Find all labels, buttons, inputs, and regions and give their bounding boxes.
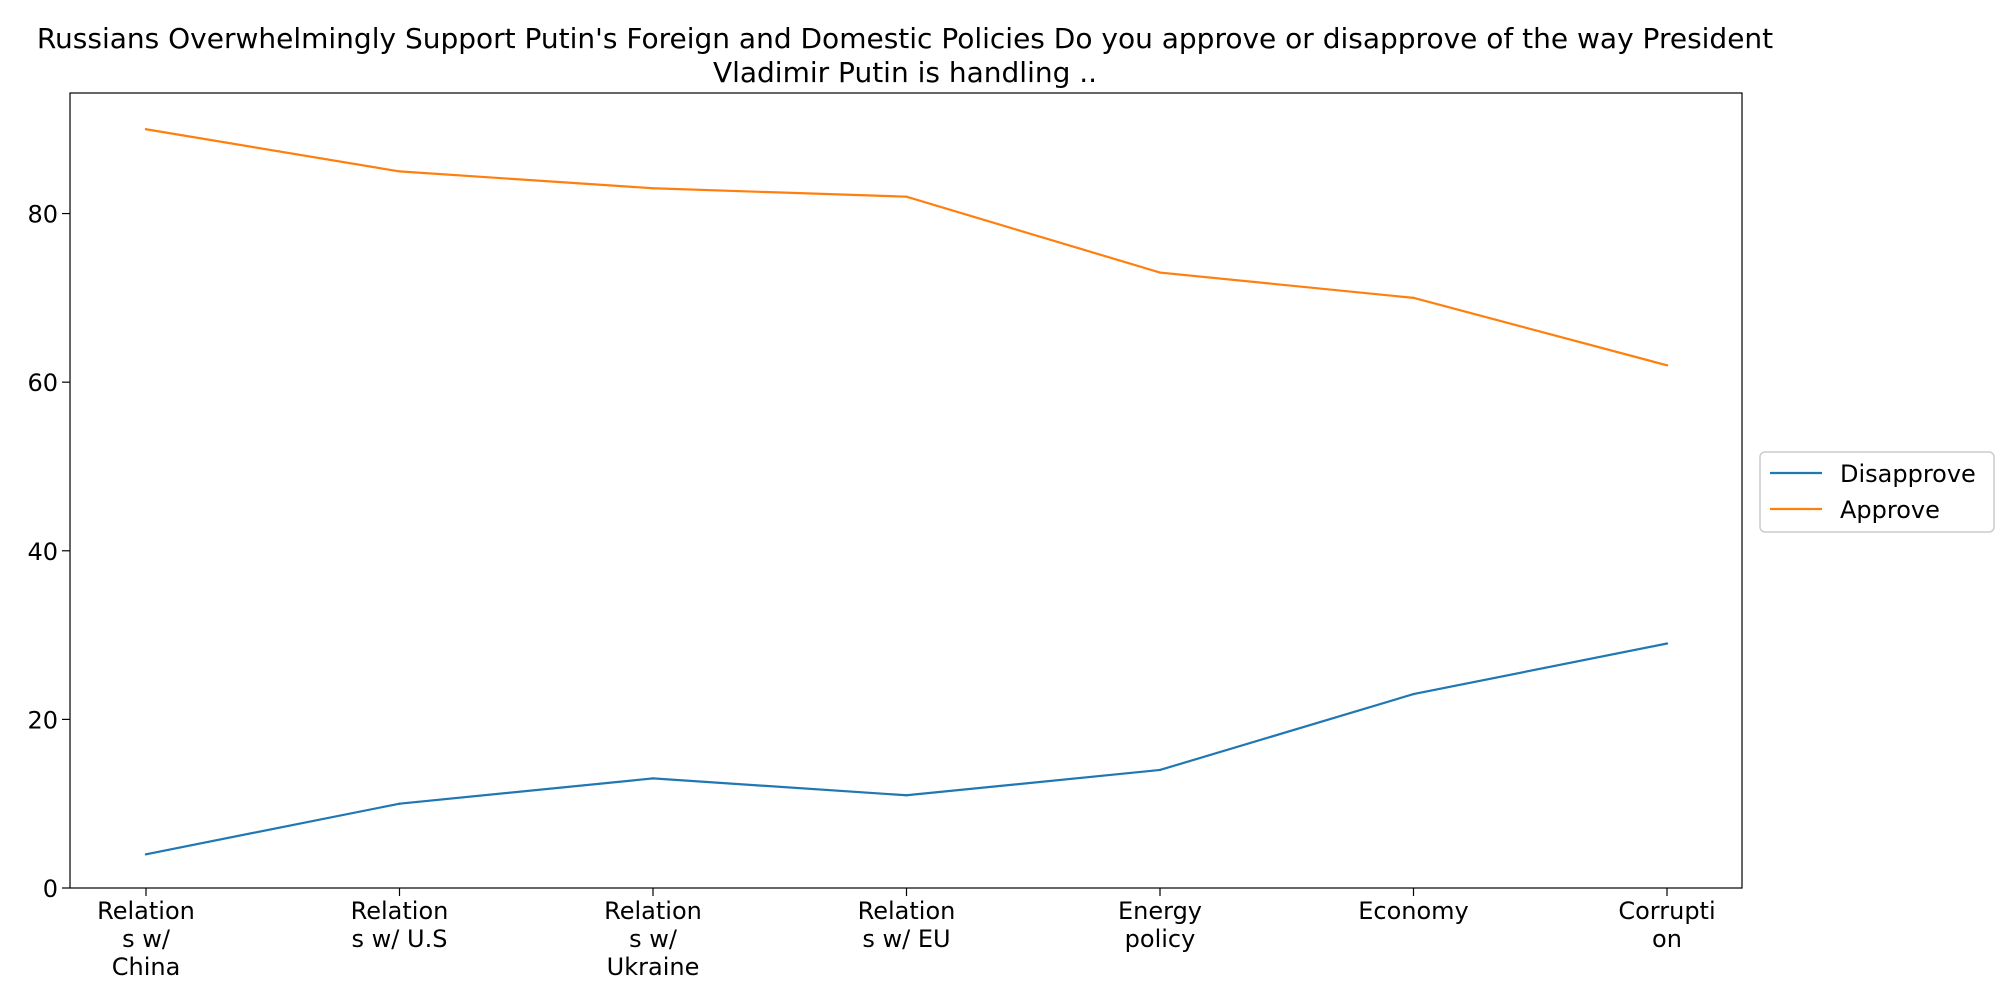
x-tick-label-line: s w/ EU <box>862 925 950 953</box>
data-point-disapprove <box>1158 768 1162 772</box>
x-tick-label: Energy policy <box>1118 897 1202 953</box>
x-tick-label-line: Economy <box>1358 897 1469 925</box>
data-point-approve <box>1158 271 1162 274</box>
x-tick-label: Economy <box>1358 897 1469 925</box>
y-axis: 0 20 40 60 80 <box>27 201 70 903</box>
x-tick-label-line: Corrupti <box>1618 897 1715 925</box>
x-tick-label-line: s w/ <box>629 925 678 953</box>
x-tick-label-line: Relation <box>604 897 702 925</box>
x-tick-label: Relation s w/ EU <box>858 897 956 953</box>
x-tick-label-line: on <box>1652 925 1682 953</box>
legend: Disapprove Approve <box>1759 451 1995 533</box>
chart-title-line: Russians Overwhelmingly Support Putin's … <box>37 22 1773 55</box>
data-point-disapprove <box>651 777 655 780</box>
x-tick-label-line: policy <box>1125 925 1196 953</box>
data-point-approve <box>398 170 401 173</box>
data-point-disapprove <box>905 794 908 797</box>
chart-title-line: Vladimir Putin is handling .. <box>713 56 1097 89</box>
x-tick-label: Relation s w/China <box>97 897 195 981</box>
x-tick-label-line: Ukraine <box>607 953 700 981</box>
legend-label: Approve <box>1840 496 1940 524</box>
x-tick-label: Corrupti on <box>1618 897 1715 953</box>
data-point-approve <box>1412 296 1415 300</box>
x-tick-label-line: Energy <box>1118 897 1202 925</box>
x-tick-label: Relation s w/Ukraine <box>604 897 702 981</box>
legend-label: Disapprove <box>1840 460 1976 488</box>
y-tick-label: 20 <box>27 706 58 734</box>
data-point-disapprove <box>1412 692 1415 696</box>
chart-title: Russians Overwhelmingly Support Putin's … <box>37 22 1773 89</box>
x-tick-label-line: s w/ <box>122 925 171 953</box>
x-tick-label: Relation s w/ U.S <box>351 897 449 953</box>
data-point-disapprove <box>144 853 148 856</box>
x-tick-label-line: Relation <box>97 897 195 925</box>
data-point-disapprove <box>1665 642 1669 645</box>
data-point-approve <box>144 128 148 131</box>
data-point-approve <box>651 187 655 190</box>
plot-area <box>69 92 1743 889</box>
data-point-approve <box>1665 364 1669 367</box>
x-tick-label-line: China <box>112 953 181 981</box>
y-tick-label: 60 <box>27 369 58 397</box>
x-tick-label-line: Relation <box>351 897 449 925</box>
data-point-disapprove <box>398 802 401 805</box>
data-point-approve <box>905 195 908 198</box>
y-tick-label: 0 <box>43 875 58 903</box>
x-tick-label-line: s w/ U.S <box>352 925 448 953</box>
y-tick-label: 40 <box>27 538 58 566</box>
x-tick-label-line: Relation <box>858 897 956 925</box>
series-lines <box>144 128 1669 856</box>
y-tick-label: 80 <box>27 201 58 229</box>
